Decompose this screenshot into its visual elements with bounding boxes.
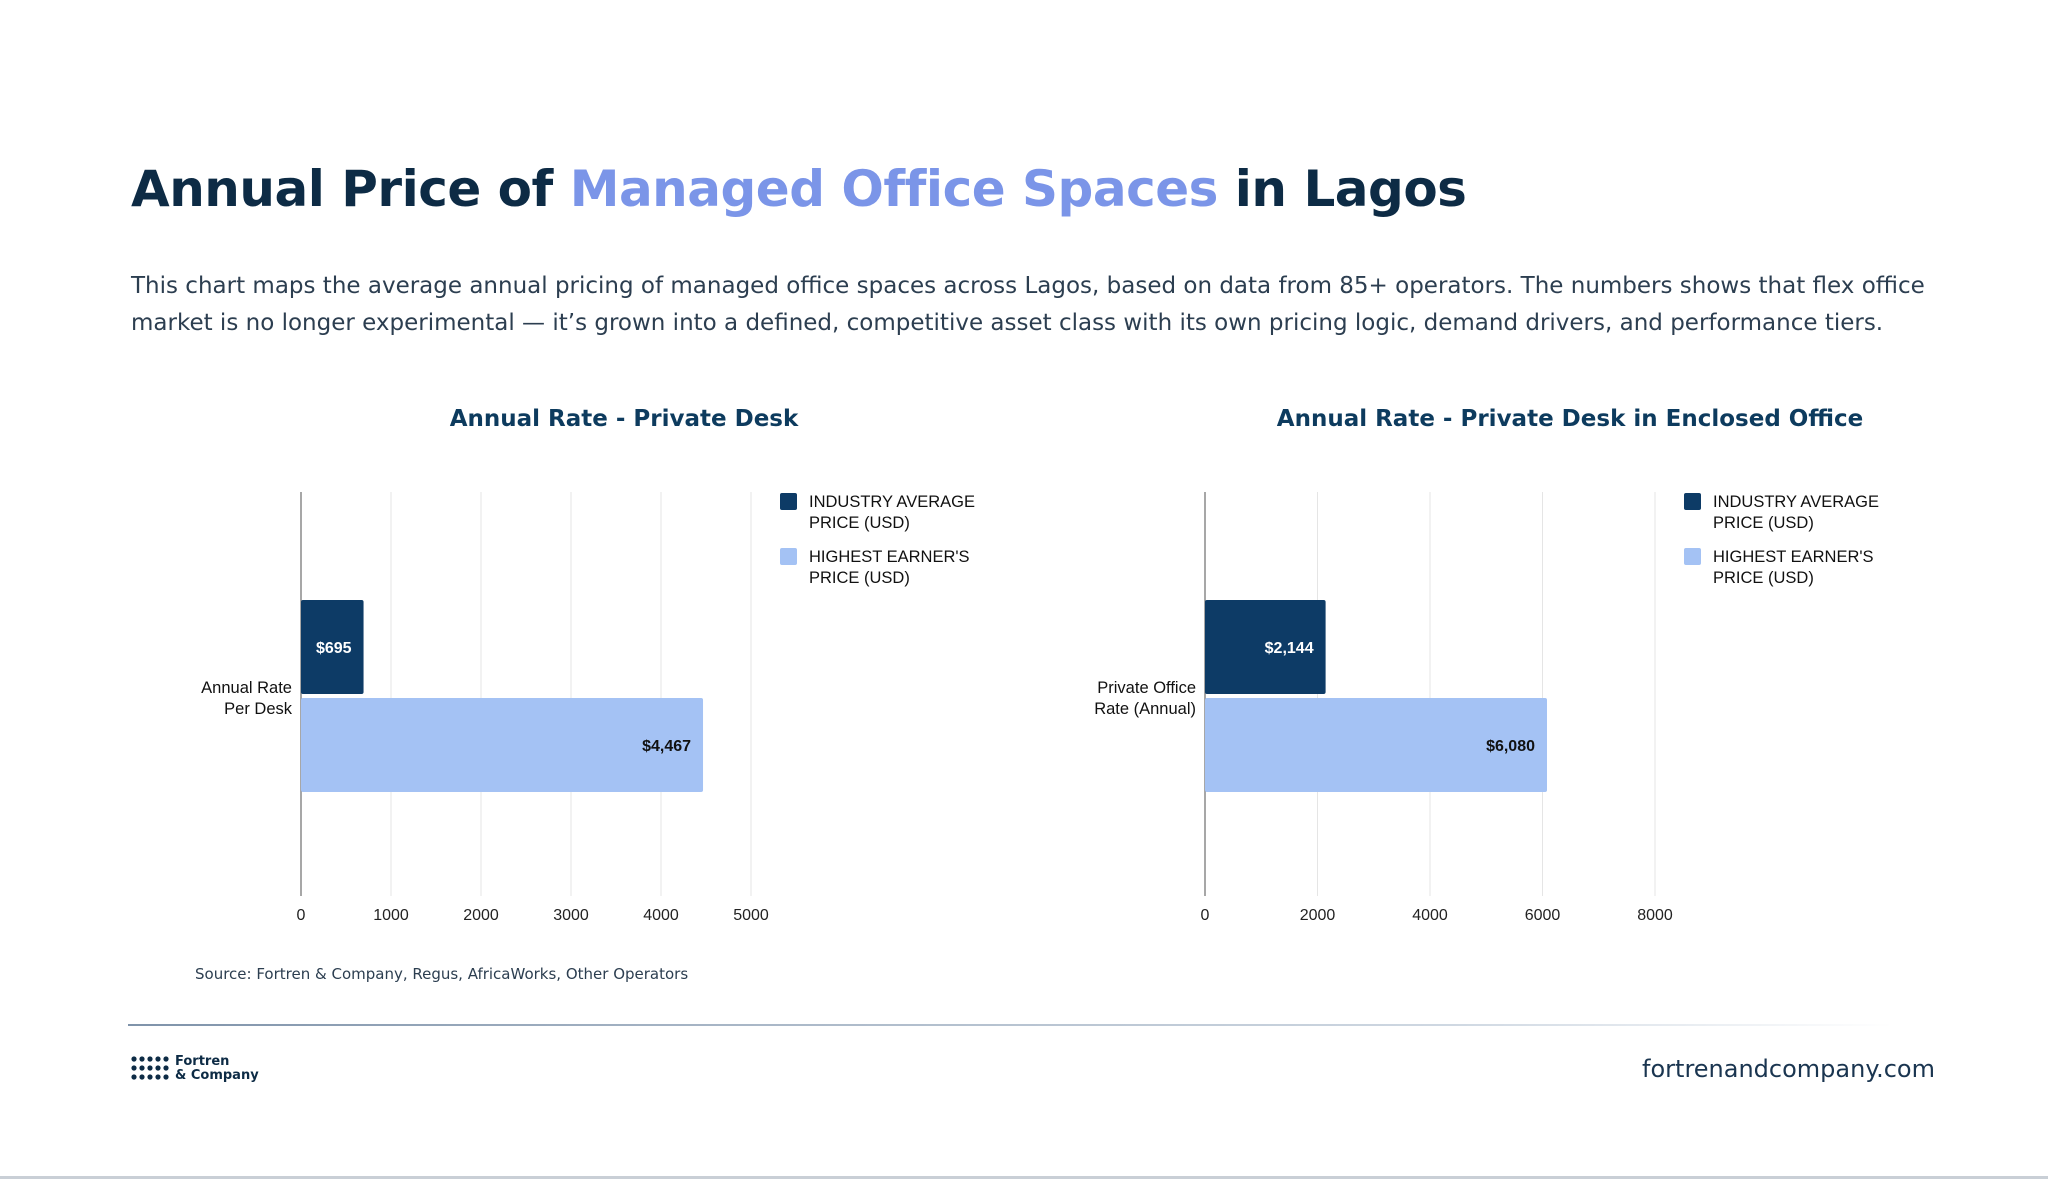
x-tick-label: 4000: [1412, 907, 1448, 924]
x-tick-label: 0: [1201, 907, 1210, 924]
x-tick-label: 2000: [463, 907, 499, 924]
chart-title-enclosed-office: Annual Rate - Private Desk in Enclosed O…: [1276, 406, 1864, 432]
x-tick-label: 6000: [1525, 907, 1561, 924]
x-tick-label: 2000: [1300, 907, 1336, 924]
bar-industry-average: [1205, 600, 1326, 694]
x-tick-label: 8000: [1637, 907, 1673, 924]
legend-label: PRICE (USD): [1713, 514, 1814, 532]
x-tick-label: 4000: [643, 907, 679, 924]
footer-divider: [128, 1024, 1893, 1026]
category-label: Rate (Annual): [1094, 700, 1196, 718]
x-tick-label: 0: [297, 907, 306, 924]
legend-label: INDUSTRY AVERAGE: [1713, 493, 1879, 511]
chart-enclosed-office: 0 2000 4000 6000 8000 $2,144 $6,080 Private Off…: [904, 400, 1879, 950]
title-part-2: in Lagos: [1217, 160, 1467, 218]
source-note: Source: Fortren & Company, Regus, Africa…: [195, 965, 689, 983]
x-tick-label: 3000: [553, 907, 589, 924]
legend-swatch: [1684, 493, 1701, 510]
title-accent: Managed Office Spaces: [569, 160, 1219, 218]
logo-dots-icon: [131, 1056, 169, 1080]
legend-label: PRICE (USD): [1713, 569, 1814, 587]
x-tick-label: 5000: [733, 907, 769, 924]
category-label: Per Desk: [224, 700, 293, 718]
bar-data-label: $2,144: [1265, 640, 1314, 657]
legend-swatch: [1684, 548, 1701, 565]
legend-label: HIGHEST EARNER'S: [809, 548, 970, 566]
legend-label: PRICE (USD): [809, 569, 910, 587]
bar-industry-average: [301, 600, 364, 694]
logo-wordmark: Fortren & Company: [175, 1055, 259, 1083]
legend-label: PRICE (USD): [809, 514, 910, 532]
chart-private-desk-svg: 0 1000 2000 3000 4000 5000 $695 $4,467 Annual Ra…: [201, 492, 975, 924]
logo-line-1: Fortren: [175, 1054, 230, 1069]
bar-highest-earner: [1205, 698, 1547, 792]
legend-label: INDUSTRY AVERAGE: [809, 493, 975, 511]
bar-data-label: $6,080: [1486, 738, 1535, 755]
bar-data-label: $4,467: [642, 738, 691, 755]
category-label: Private Office: [1097, 679, 1196, 697]
page-bottom-border: [0, 1176, 2048, 1179]
legend-label: HIGHEST EARNER'S: [1713, 548, 1874, 566]
website-link[interactable]: fortrenandcompany.com: [1642, 1055, 1935, 1083]
logo-line-2: & Company: [175, 1068, 259, 1083]
title-part-1: Annual Price of: [131, 160, 570, 218]
chart-enclosed-office-svg: 0 2000 4000 6000 8000 $2,144 $6,080 Private Off…: [1094, 492, 1879, 924]
chart-private-desk: 0 1000 2000 3000 4000 5000 $695 $4,467 Annual Ra…: [0, 400, 975, 950]
bar-highest-earner: [301, 698, 704, 792]
page-title: Annual Price of Managed Office Spaces in…: [131, 160, 1467, 218]
legend-swatch: [780, 493, 797, 510]
category-label: Annual Rate: [201, 679, 292, 697]
chart-description: This chart maps the average annual prici…: [131, 273, 1925, 336]
bar-data-label: $695: [316, 640, 352, 657]
legend-swatch: [780, 548, 797, 565]
x-tick-label: 1000: [373, 907, 409, 924]
chart-title-private-desk: Annual Rate - Private Desk: [449, 406, 799, 432]
